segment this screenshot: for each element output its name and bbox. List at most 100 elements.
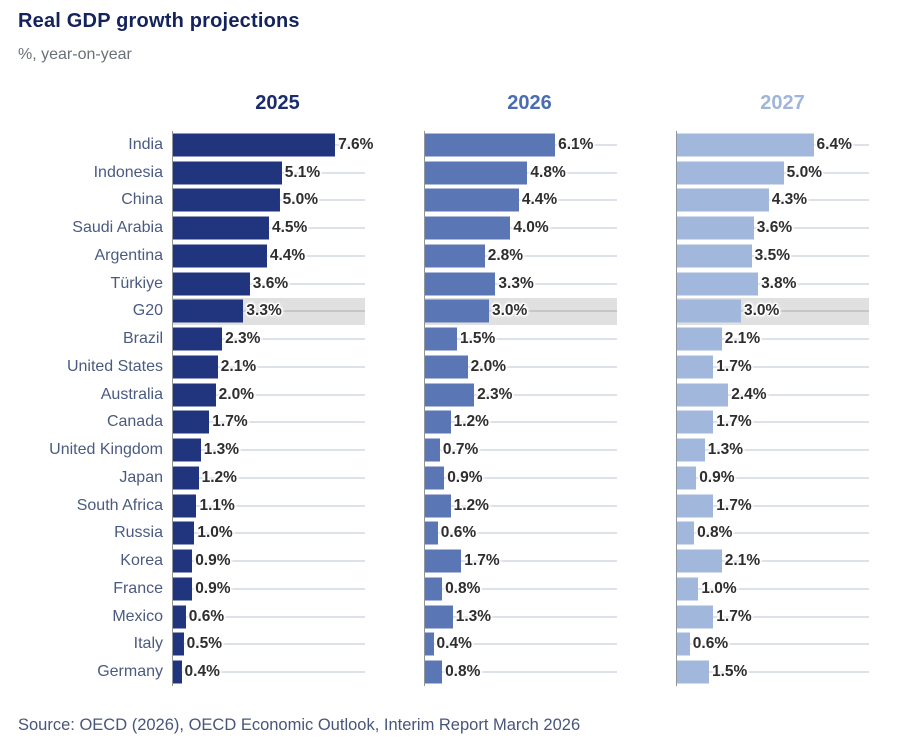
gdp-bar-2027 [677,188,769,212]
bar-cell: 0.4% [172,658,365,686]
chart-row: Türkiye 3.6% 3.3% 3.8% [0,269,900,298]
bar-cell: 7.6% [172,131,373,159]
value-label: 2.8% [487,246,524,264]
gdp-bar-2027 [677,549,722,573]
value-label: 1.7% [716,607,752,625]
panel-header-2027: 2027 [760,92,805,114]
bar-cell: 4.4% [172,242,365,270]
value-label: 1.0% [197,524,233,542]
row-leader-line [425,588,617,590]
gdp-bar-2027 [677,438,705,462]
country-label: Argentina [94,246,164,264]
row-leader-line [173,421,365,423]
value-label: 6.4% [816,135,852,153]
chart-row: Saudi Arabia 4.5% 4.0% 3.6% [0,214,900,242]
gdp-bar-2025 [173,216,269,240]
gdp-bar-2026 [425,272,496,296]
gdp-bar-2025 [173,660,182,684]
row-leader-line [677,366,869,368]
gdp-bar-2025 [173,410,210,434]
gdp-bar-2027 [677,133,814,157]
bar-cell: 0.9% [676,464,869,492]
bar-cell: 1.3% [172,436,365,464]
gdp-bar-2026 [425,438,440,462]
chart-row: China 5.0% 4.4% 4.3% [0,186,900,215]
gdp-bar-2026 [425,605,453,629]
row-leader-line [425,394,617,396]
row-leader-line [173,283,365,285]
panel-header-2026: 2026 [507,92,552,114]
row-leader-line [173,449,365,451]
value-label: 4.8% [530,163,566,181]
gdp-bar-2026 [425,355,468,379]
value-label: 4.5% [272,219,308,237]
value-label: 2.0% [470,357,506,375]
chart-title: Real GDP growth projections [18,10,300,32]
bar-cell: 3.3% [424,269,617,298]
bar-cell: 2.1% [172,353,365,381]
g20-highlight-cell: 3.0% [676,297,869,326]
value-label: 2.1% [724,330,761,348]
bar-cell: 4.5% [172,214,365,242]
gdp-bar-2025 [173,327,223,351]
bar-cell: 1.2% [424,491,617,520]
row-leader-line [425,505,617,507]
bar-cell: 0.6% [172,602,365,631]
country-label: Italy [133,635,163,653]
bar-cell: 3.6% [676,214,869,242]
bar-cell: 2.8% [424,242,617,270]
bar-cell: 2.1% [676,547,869,575]
value-label: 5.0% [282,191,318,209]
value-label: 0.6% [440,524,477,542]
value-label: 0.9% [195,579,231,597]
gdp-bar-2025 [173,161,282,185]
row-leader-line [677,255,869,257]
value-label: 1.7% [716,357,752,375]
row-leader-line [173,643,365,645]
gdp-bar-2027 [677,383,729,407]
row-leader-line [677,421,869,423]
value-label: 1.1% [199,496,235,514]
country-label: Korea [120,552,163,570]
row-leader-line [677,449,869,451]
value-label: 2.1% [220,357,257,375]
value-label: 3.3% [246,302,282,320]
country-label: Canada [106,413,163,431]
row-leader-line [173,477,365,479]
bar-cell: 0.9% [172,547,365,575]
gdp-bar-2025 [173,299,244,323]
row-leader-line [173,532,365,534]
bar-cell: 0.5% [172,630,365,659]
row-leader-line [677,338,869,340]
gdp-bar-2025 [173,355,218,379]
gdp-bar-2027 [677,327,722,351]
value-label: 3.0% [744,302,780,320]
chart-row: India 7.6% 6.1% 6.4% [0,131,900,159]
source-note: Source: OECD (2026), OECD Economic Outlo… [18,716,581,734]
country-label: Indonesia [93,163,163,181]
country-label: G20 [132,302,163,320]
gdp-bar-2026 [425,521,438,545]
bar-cell: 4.8% [424,158,617,187]
gdp-bar-2026 [425,299,489,323]
row-leader-line [425,671,617,673]
country-label: India [128,135,163,153]
country-label: Mexico [112,607,163,625]
gdp-bar-2025 [173,438,201,462]
row-leader-line [173,616,365,618]
value-label: 2.0% [218,385,254,403]
bar-cell: 1.2% [424,408,617,437]
bar-cell: 2.0% [424,353,617,381]
value-label: 0.8% [445,663,481,681]
gdp-bar-2026 [425,410,451,434]
value-label: 1.7% [716,496,752,514]
gdp-bar-2027 [677,466,697,490]
bar-cell: 1.7% [172,408,365,437]
gdp-bar-2026 [425,577,443,601]
value-label: 0.9% [699,468,735,486]
row-leader-line [173,227,365,229]
chart-row: Argentina 4.4% 2.8% 3.5% [0,242,900,270]
row-leader-line [425,283,617,285]
gdp-bar-2025 [173,549,193,573]
value-label: 5.1% [284,163,321,181]
